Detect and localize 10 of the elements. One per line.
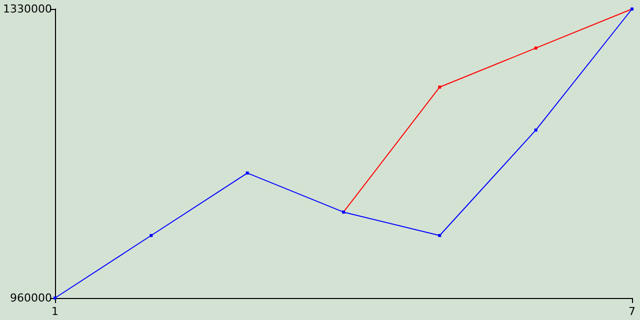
x-tick-label: 7: [628, 305, 636, 318]
point: [534, 128, 538, 132]
x-tick-label: 1: [51, 305, 58, 318]
point: [438, 86, 442, 89]
y-tick-label: 960000: [10, 292, 52, 304]
point: [246, 172, 249, 175]
point: [150, 234, 153, 238]
point: [534, 46, 538, 50]
y-tick-label: 1330000: [2, 2, 52, 16]
point: [438, 234, 442, 238]
